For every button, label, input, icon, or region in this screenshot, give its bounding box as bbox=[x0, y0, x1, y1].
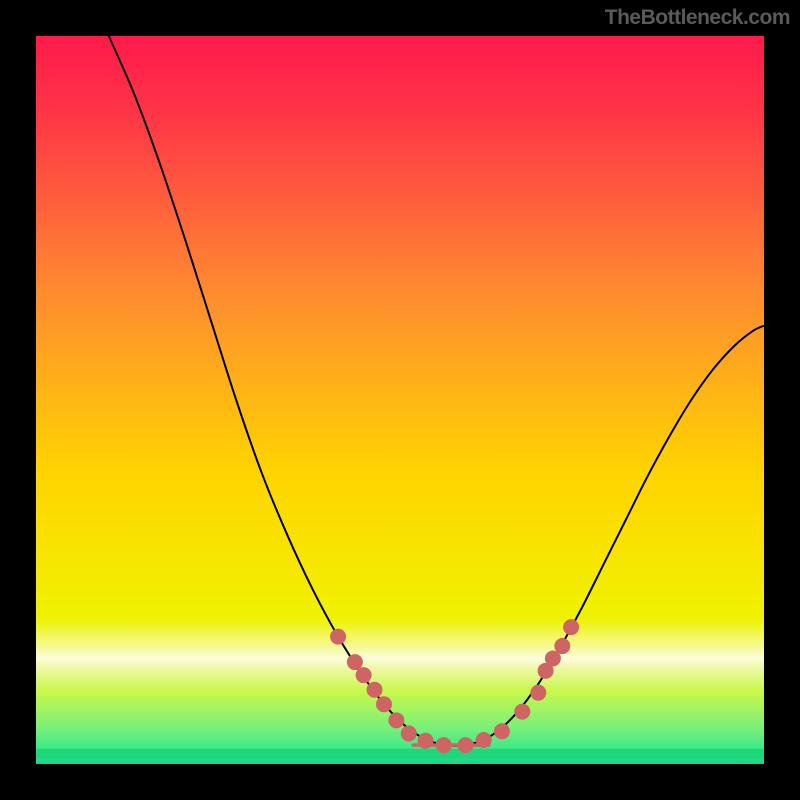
data-marker bbox=[417, 733, 433, 749]
data-marker bbox=[356, 667, 372, 683]
data-marker bbox=[494, 723, 510, 739]
data-marker bbox=[563, 619, 579, 635]
data-marker bbox=[347, 654, 363, 670]
data-marker bbox=[476, 732, 492, 748]
main-curve bbox=[109, 36, 764, 746]
bottleneck-chart: TheBottleneck.com bbox=[0, 0, 800, 800]
data-marker bbox=[458, 737, 474, 753]
data-marker bbox=[388, 712, 404, 728]
curve-layer bbox=[36, 36, 764, 764]
plot-area bbox=[36, 36, 764, 764]
watermark-text: TheBottleneck.com bbox=[605, 6, 790, 30]
data-marker bbox=[530, 685, 546, 701]
data-marker bbox=[514, 704, 530, 720]
data-marker bbox=[330, 629, 346, 645]
data-marker bbox=[554, 638, 570, 654]
data-marker bbox=[401, 725, 417, 741]
data-marker bbox=[376, 696, 392, 712]
data-marker bbox=[436, 737, 452, 753]
data-marker bbox=[367, 682, 383, 698]
